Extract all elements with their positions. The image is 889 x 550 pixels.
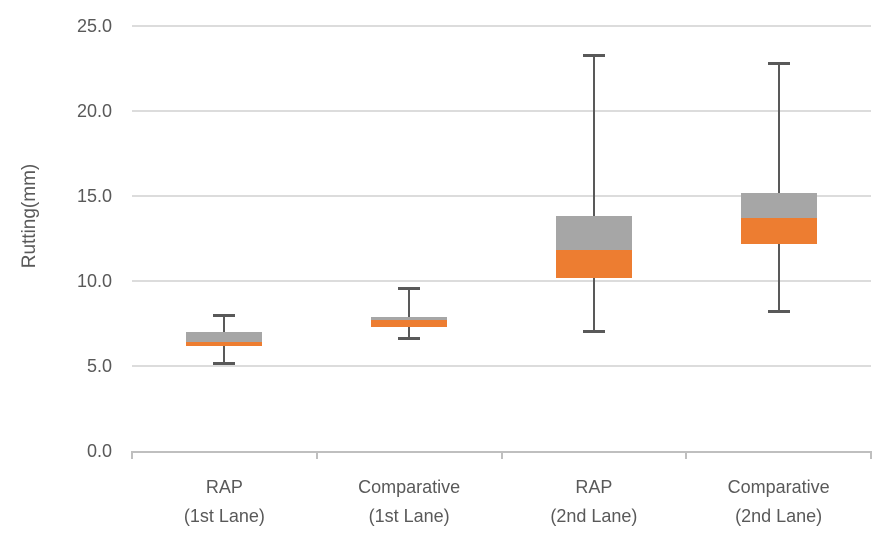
category-label: RAP (1st Lane) [131, 473, 317, 531]
whisker-cap-bottom [767, 309, 790, 313]
category-label: RAP (2nd Lane) [501, 473, 687, 531]
gridline [132, 280, 871, 282]
y-tick-label: 20.0 [76, 101, 112, 121]
gridline [132, 25, 871, 27]
whisker-cap-top [213, 314, 236, 317]
x-axis-tick [500, 451, 503, 459]
whisker-cap-bottom [213, 362, 236, 366]
category-label-line1: Comparative [358, 477, 461, 497]
gridline [132, 365, 871, 367]
x-axis-tick [685, 451, 688, 459]
category-label-line1: RAP [575, 477, 613, 497]
whisker-cap-top [582, 53, 605, 57]
category-label: Comparative (2nd Lane) [686, 473, 872, 531]
category-label-line2: (1st Lane) [368, 506, 450, 526]
whisker-line [408, 287, 411, 339]
y-tick-label: 15.0 [76, 186, 112, 206]
gridline [132, 195, 871, 197]
gridline [132, 110, 871, 112]
box-lower-q1-to-median [186, 342, 263, 346]
x-axis-tick [315, 451, 318, 459]
y-tick-label: 0.0 [86, 441, 112, 461]
box-lower-q1-to-median [740, 218, 817, 244]
category-label-line2: (1st Lane) [183, 506, 265, 526]
y-axis-title: Rutting(mm) [19, 163, 40, 269]
y-tick-label: 5.0 [86, 356, 112, 376]
x-axis-tick [870, 451, 872, 459]
category-label-line2: (2nd Lane) [735, 506, 823, 526]
category-label-line2: (2nd Lane) [550, 506, 638, 526]
y-tick-label: 25.0 [76, 16, 112, 36]
category-label: Comparative (1st Lane) [316, 473, 502, 531]
box-upper-median-to-q3 [186, 332, 263, 343]
box-upper-median-to-q3 [555, 216, 632, 251]
whisker-line [592, 54, 595, 332]
box-upper-median-to-q3 [371, 316, 448, 321]
whisker-cap-top [398, 286, 421, 290]
y-tick-label: 10.0 [76, 271, 112, 291]
category-label-line1: RAP [205, 477, 243, 497]
whisker-cap-bottom [398, 336, 421, 340]
x-axis-tick [131, 451, 133, 459]
category-label-line1: Comparative [727, 477, 830, 497]
whisker-cap-bottom [582, 330, 605, 333]
whisker-line [777, 63, 780, 312]
box-upper-median-to-q3 [740, 192, 817, 219]
box-lower-q1-to-median [555, 250, 632, 278]
box-lower-q1-to-median [371, 320, 448, 327]
whisker-cap-top [767, 62, 790, 66]
